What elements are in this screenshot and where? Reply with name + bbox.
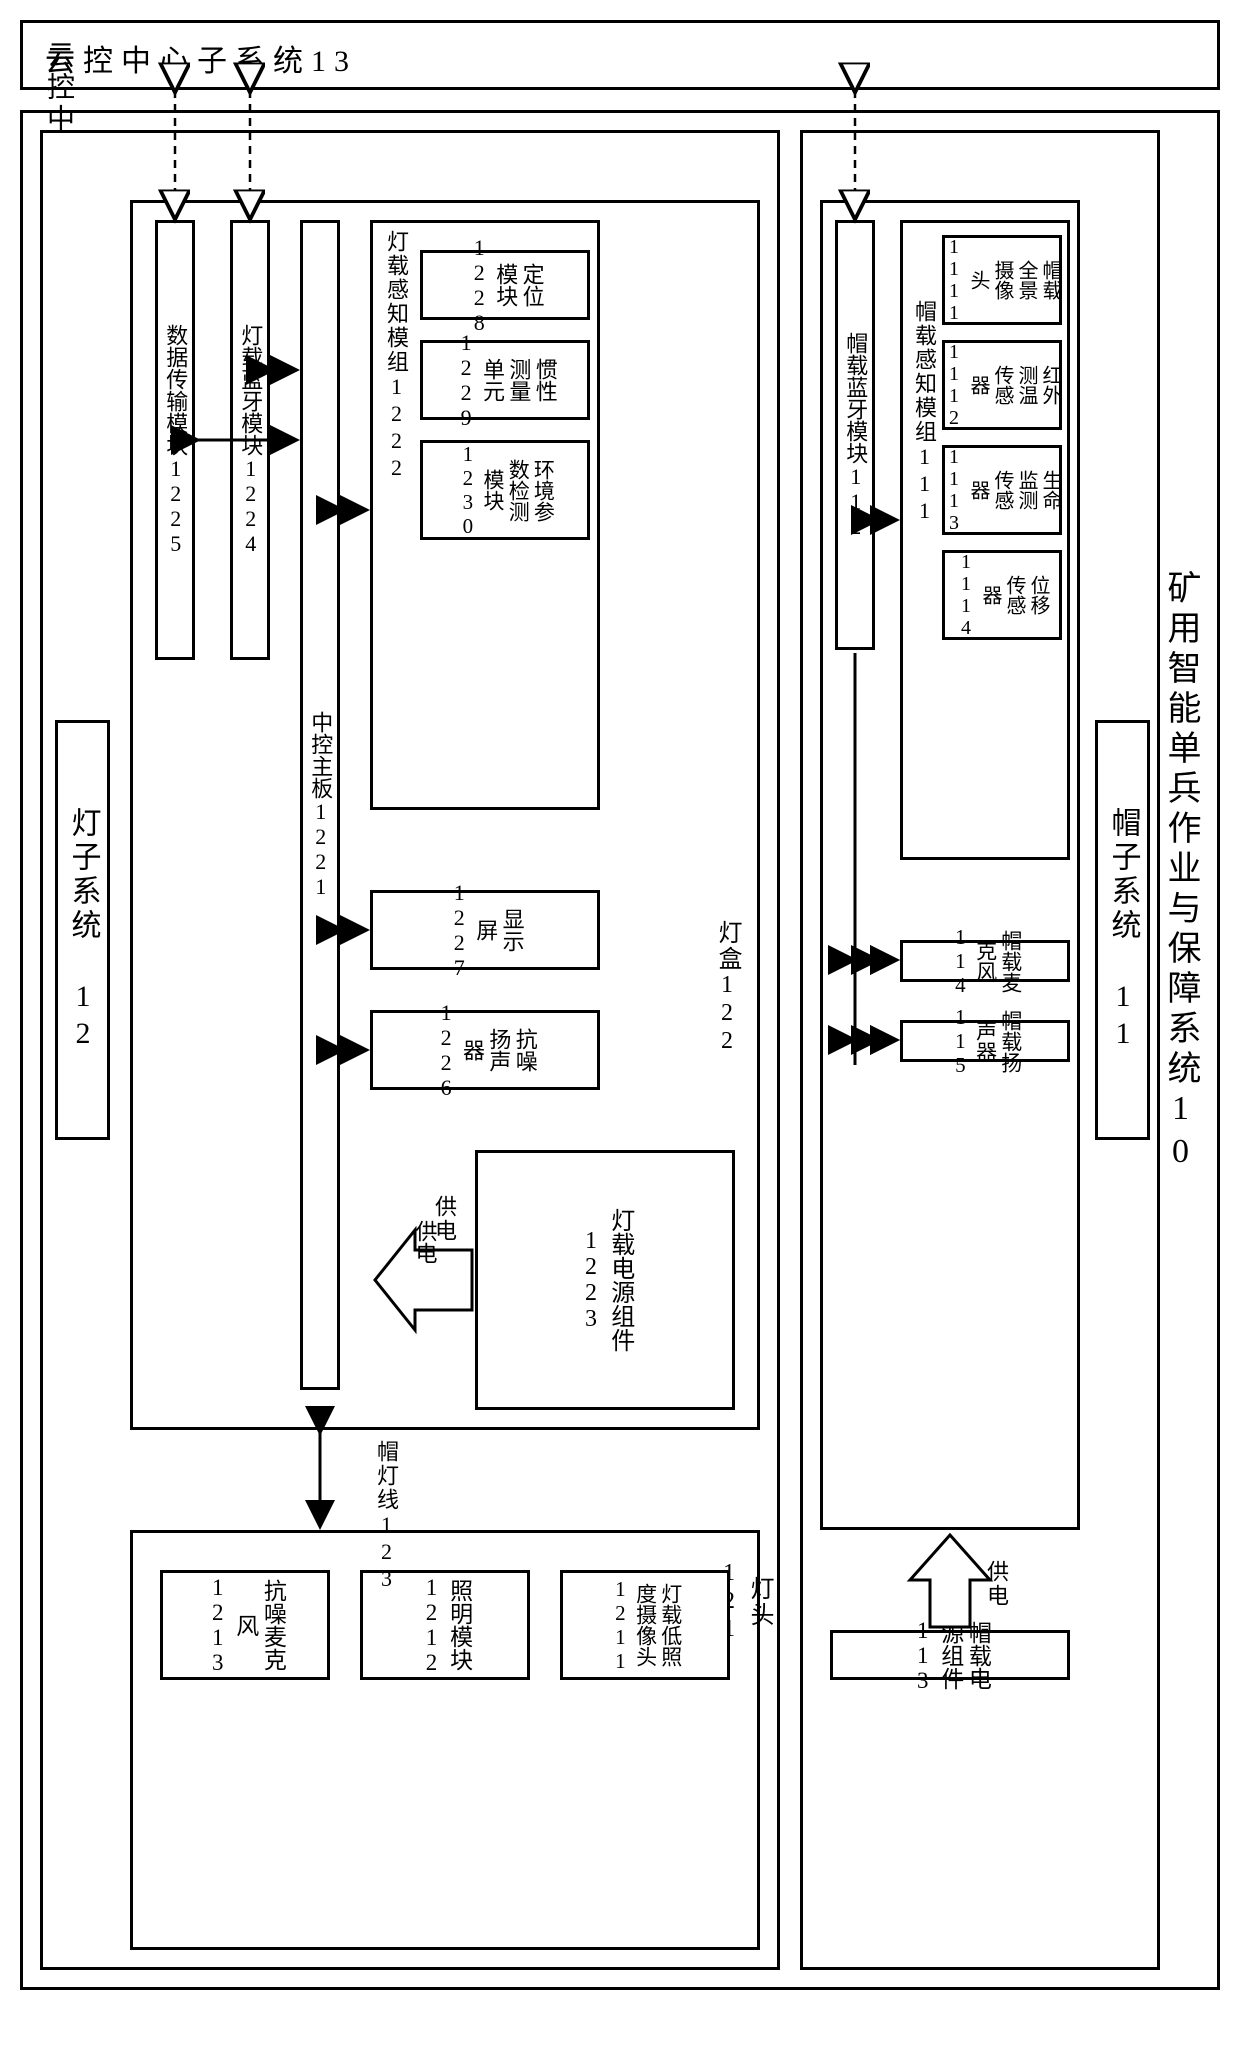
lamp-subsystem-title-box: 灯子系统 12	[55, 720, 110, 1140]
lighting-label: 照明模块1212	[417, 1573, 472, 1677]
lamp-power-module: 灯载电源组件 1223	[475, 1150, 735, 1410]
lamp-power-arrow-label: 供电	[428, 1195, 460, 1243]
main-board: 中控主板1221	[300, 220, 340, 1390]
cap-mic: 帽载麦克风114	[900, 940, 1070, 982]
cap-power-label: 帽载电源组件113	[909, 1618, 992, 1693]
display-module: 显示 屏 1227	[370, 890, 600, 970]
display-label: 显示 屏 1227	[445, 880, 524, 980]
lowlight-cam-label: 灯载低照度摄像头1211	[607, 1573, 683, 1677]
antinoise-mic-label: 抗噪麦克风1213	[204, 1573, 287, 1677]
cap-bt-module: 帽载蓝牙模块112	[835, 220, 875, 650]
cap-disp-label: 位移 传感 器 1114	[954, 551, 1050, 639]
lamp-box-122-label: 灯盒122	[710, 920, 745, 1056]
speaker-module: 抗噪 扬声 器 1226	[370, 1010, 600, 1090]
cap-spk-label: 帽载扬声器115	[947, 1005, 1023, 1077]
lowlight-cam: 灯载低照度摄像头1211	[560, 1570, 730, 1680]
cap-spk: 帽载扬声器115	[900, 1020, 1070, 1062]
lamp-bt-label: 灯载蓝牙模块1224	[237, 324, 263, 556]
loc-module: 定位 模块 1228	[420, 250, 590, 320]
cap-lamp-wire-label: 帽灯线123	[370, 1440, 402, 1593]
cap-bt-label: 帽载蓝牙模块112	[842, 332, 868, 539]
loc-label: 定位 模块 1228	[465, 235, 544, 335]
outer-system-title: 矿用智能单兵作业与保障系统10	[1156, 570, 1205, 1176]
lamp-power-label: 灯载电源组件 1223	[576, 1208, 634, 1352]
cap-cam-label: 帽载 全景 摄像 头 1111	[942, 236, 1062, 324]
imu-module: 惯性 测量 单元 1229	[420, 340, 590, 420]
data-tx-label: 数据传输模块1225	[162, 324, 188, 556]
cloud-title-3: 云控中心子系统13	[45, 36, 357, 80]
lamp-subsystem-title: 灯子系统 12	[61, 807, 105, 1054]
main-board-label: 中控主板1221	[307, 711, 333, 899]
antinoise-mic: 抗噪麦克风1213	[160, 1570, 330, 1680]
diagram-root: 矿用智能单兵作业与保障系统10 云控中心子系统13 云控中心子系统13 云控中心…	[20, 20, 1220, 2048]
env-module: 环境参 数检测 模块 1230	[420, 440, 590, 540]
lamp-sense-group-label: 灯载感知模组1222	[380, 230, 412, 482]
cap-life-label: 生命 监测 传感 器 1113	[942, 446, 1062, 534]
env-label: 环境参 数检测 模块 1230	[455, 442, 556, 538]
cap-cam: 帽载 全景 摄像 头 1111	[942, 235, 1062, 325]
cap-power-arrow-label: 供电	[980, 1560, 1012, 1608]
cap-subsystem-title: 帽子系统 11	[1101, 807, 1145, 1054]
cap-power: 帽载电源组件113	[830, 1630, 1070, 1680]
data-tx-module: 数据传输模块1225	[155, 220, 195, 660]
cap-ir: 红外 测温 传感 器 1112	[942, 340, 1062, 430]
cap-disp: 位移 传感 器 1114	[942, 550, 1062, 640]
cap-subsystem-title-box: 帽子系统 11	[1095, 720, 1150, 1140]
speaker-label: 抗噪 扬声 器 1226	[432, 1000, 538, 1100]
imu-label: 惯性 测量 单元 1229	[452, 330, 558, 430]
cap-life: 生命 监测 传感 器 1113	[942, 445, 1062, 535]
cap-mic-label: 帽载麦克风114	[947, 925, 1023, 997]
cap-ir-label: 红外 测温 传感 器 1112	[942, 341, 1062, 429]
cap-sense-group-label: 帽载感知模组111	[908, 300, 940, 525]
lamp-bt-module: 灯载蓝牙模块1224	[230, 220, 270, 660]
